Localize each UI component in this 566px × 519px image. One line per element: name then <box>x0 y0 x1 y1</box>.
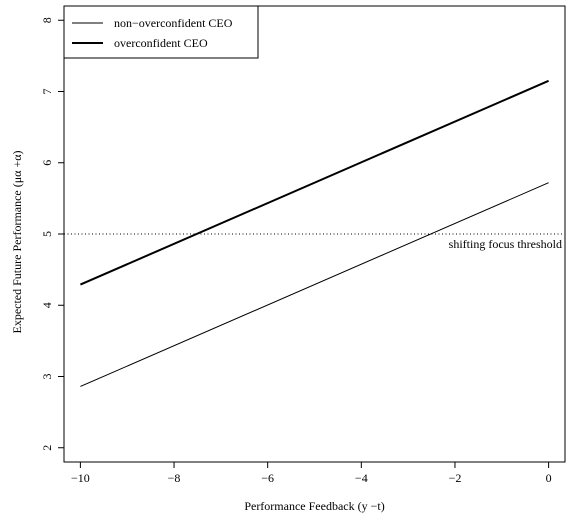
x-tick-label: −2 <box>449 471 462 485</box>
overconfident-ceo-line <box>80 81 548 285</box>
x-tick-label: 0 <box>546 471 552 485</box>
y-tick-label: 4 <box>40 302 54 308</box>
legend: non−overconfident CEO overconfident CEO <box>64 6 258 58</box>
y-tick-label: 5 <box>40 231 54 237</box>
y-tick-label: 6 <box>40 160 54 166</box>
x-axis-label: Performance Feedback (y −t) <box>244 499 384 513</box>
x-tick-label: −6 <box>261 471 274 485</box>
y-tick-label: 3 <box>40 374 54 380</box>
reference-lines: shifting focus threshold <box>64 234 565 251</box>
y-tick-label: 7 <box>40 89 54 95</box>
series-lines <box>80 81 548 387</box>
x-tick-label: −4 <box>355 471 368 485</box>
x-axis: −10 −8 −6 −4 −2 0 <box>71 462 552 485</box>
legend-label: overconfident CEO <box>114 36 208 50</box>
legend-box <box>64 6 258 58</box>
legend-label: non−overconfident CEO <box>114 16 233 30</box>
y-tick-label: 2 <box>40 445 54 451</box>
plot-frame <box>64 6 565 462</box>
non-overconfident-ceo-line <box>80 183 548 387</box>
y-tick-label: 8 <box>40 17 54 23</box>
x-tick-label: −10 <box>71 471 90 485</box>
x-tick-label: −8 <box>168 471 181 485</box>
threshold-label: shifting focus threshold <box>449 237 562 251</box>
y-axis-label: Expected Future Performance (μα +α) <box>10 150 24 333</box>
y-axis: 2 3 4 5 6 7 8 <box>40 17 64 451</box>
